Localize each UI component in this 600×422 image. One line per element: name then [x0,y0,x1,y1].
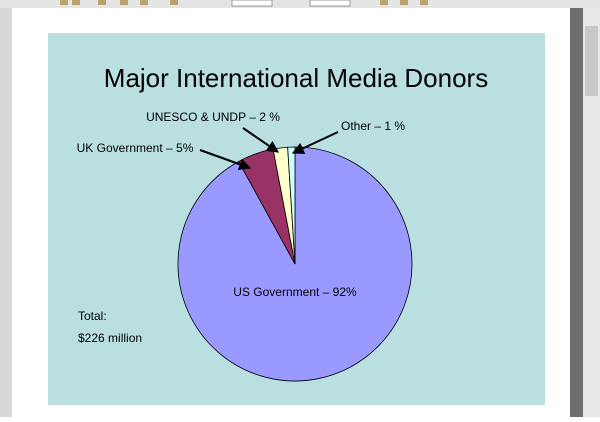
annotation: $226 million [78,331,142,345]
scrollbar[interactable] [583,8,600,417]
slice-label: US Government – 92% [233,285,357,299]
leader-lines [199,127,339,170]
annotation: Total: [78,309,107,323]
slice-label: UK Government – 5% [77,141,194,155]
toolbar [0,0,600,8]
scrollbar-thumb[interactable] [585,26,598,96]
chart-title: Major International Media Donors [104,63,488,93]
toolbar-icons [60,0,428,7]
slice-label: UNESCO & UNDP – 2 % [146,110,280,124]
pie [177,146,413,382]
slice-label: Other – 1 % [341,119,405,133]
side-panel [0,8,12,417]
